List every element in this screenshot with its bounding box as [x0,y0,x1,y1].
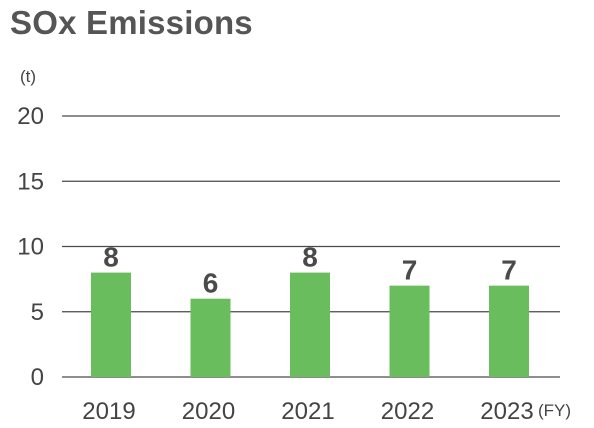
x-tick-label-2021: 2021 [281,398,334,425]
bar-2020 [190,298,231,377]
bar-2023 [489,285,529,377]
chart-title: SOx Emissions [10,4,253,41]
data-label-2022: 7 [402,255,418,286]
x-tick-label-2019: 2019 [82,398,135,425]
bar-2022 [389,285,430,377]
y-axis-unit: (t) [20,67,36,86]
x-tick-label-2022: 2022 [381,398,434,425]
data-label-2023: 7 [501,255,517,286]
data-label-2020: 6 [203,268,219,299]
y-tick-label: 10 [17,234,44,261]
bar-2019 [91,272,131,377]
x-axis-ticks: 2019 2020 2021 2022 2023 [82,398,533,425]
y-tick-label: 20 [17,103,44,130]
x-tick-label-2023: 2023 [480,398,533,425]
data-labels: 8 6 8 7 7 [103,242,517,299]
y-axis-ticks: 0 5 10 15 20 [17,103,44,391]
bars [91,272,529,377]
y-tick-label: 15 [17,168,44,195]
data-label-2019: 8 [103,242,119,273]
x-axis-unit: (FY) [538,401,571,420]
y-tick-label: 5 [31,299,44,326]
bar-2021 [290,272,330,377]
data-label-2021: 8 [302,242,318,273]
y-tick-label: 0 [31,364,44,391]
x-tick-label-2020: 2020 [182,398,235,425]
